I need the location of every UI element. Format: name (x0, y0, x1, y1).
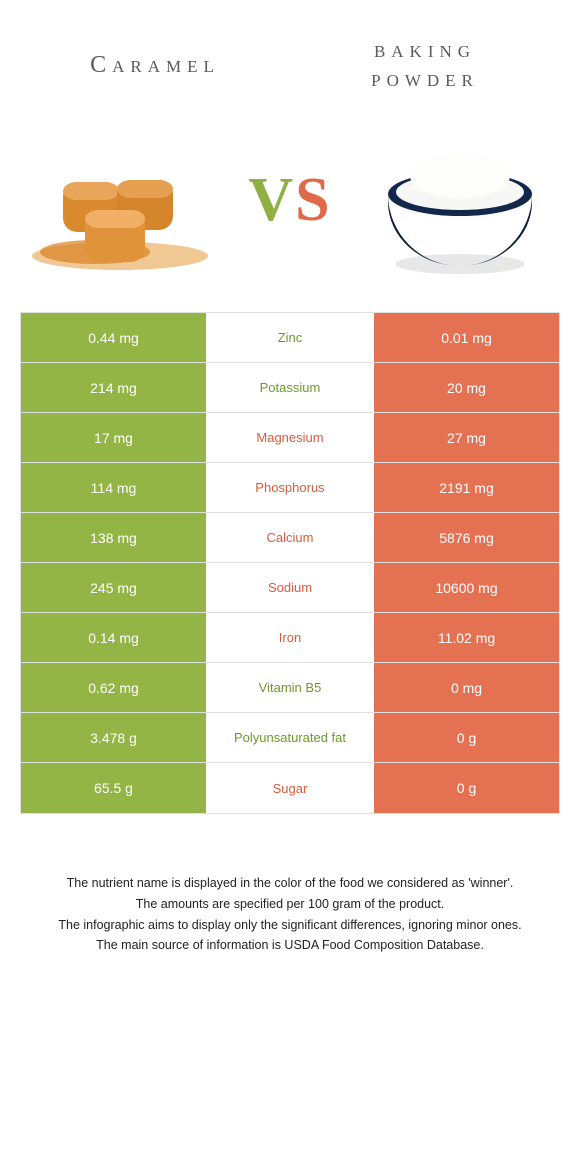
table-row: 214 mgPotassium20 mg (21, 363, 559, 413)
right-value: 0.01 mg (374, 313, 559, 362)
table-row: 245 mgSodium10600 mg (21, 563, 559, 613)
nutrient-name: Potassium (206, 363, 374, 412)
right-value: 5876 mg (374, 513, 559, 562)
footnote-line: The main source of information is USDA F… (24, 936, 556, 955)
caramel-icon (25, 134, 215, 274)
nutrient-name: Iron (206, 613, 374, 662)
left-value: 17 mg (21, 413, 206, 462)
left-value: 245 mg (21, 563, 206, 612)
right-value: 11.02 mg (374, 613, 559, 662)
nutrient-name: Sodium (206, 563, 374, 612)
left-value: 0.62 mg (21, 663, 206, 712)
right-value: 0 g (374, 713, 559, 762)
right-value: 0 mg (374, 663, 559, 712)
nutrient-name: Sugar (206, 763, 374, 813)
table-row: 138 mgCalcium5876 mg (21, 513, 559, 563)
nutrient-name: Polyunsaturated fat (206, 713, 374, 762)
vs-s: S (295, 166, 331, 234)
infographic-container: Caramel baking powder (0, 0, 580, 955)
nutrient-name: Vitamin B5 (206, 663, 374, 712)
titles-row: Caramel baking powder (20, 22, 560, 108)
nutrient-name: Calcium (206, 513, 374, 562)
footnote-line: The infographic aims to display only the… (24, 916, 556, 935)
nutrient-name: Phosphorus (206, 463, 374, 512)
left-value: 3.478 g (21, 713, 206, 762)
title-right: baking powder (371, 36, 479, 94)
left-value: 114 mg (21, 463, 206, 512)
footnote-line: The nutrient name is displayed in the co… (24, 874, 556, 893)
table-row: 114 mgPhosphorus2191 mg (21, 463, 559, 513)
right-value: 2191 mg (374, 463, 559, 512)
left-value: 214 mg (21, 363, 206, 412)
images-row: VS (20, 114, 560, 294)
left-value: 0.14 mg (21, 613, 206, 662)
footnotes: The nutrient name is displayed in the co… (20, 874, 560, 955)
table-row: 3.478 gPolyunsaturated fat0 g (21, 713, 559, 763)
footnote-line: The amounts are specified per 100 gram o… (24, 895, 556, 914)
vs-label: VS (248, 165, 331, 236)
caramel-image-cell (20, 119, 220, 289)
right-value: 0 g (374, 763, 559, 813)
left-value: 138 mg (21, 513, 206, 562)
left-value: 65.5 g (21, 763, 206, 813)
nutrient-name: Zinc (206, 313, 374, 362)
vs-v: V (248, 166, 295, 234)
title-right-line1: baking (374, 37, 476, 63)
title-left-cell: Caramel (20, 22, 290, 108)
title-right-cell: baking powder (290, 22, 560, 108)
table-row: 0.62 mgVitamin B50 mg (21, 663, 559, 713)
comparison-table: 0.44 mgZinc0.01 mg214 mgPotassium20 mg17… (20, 312, 560, 814)
right-value: 20 mg (374, 363, 559, 412)
table-row: 0.14 mgIron11.02 mg (21, 613, 559, 663)
table-row: 17 mgMagnesium27 mg (21, 413, 559, 463)
nutrient-name: Magnesium (206, 413, 374, 462)
table-row: 65.5 gSugar0 g (21, 763, 559, 813)
title-right-line2: powder (371, 66, 479, 92)
title-left: Caramel (90, 51, 220, 80)
powder-image-cell (360, 119, 560, 289)
table-row: 0.44 mgZinc0.01 mg (21, 313, 559, 363)
baking-powder-icon (370, 124, 550, 284)
left-value: 0.44 mg (21, 313, 206, 362)
right-value: 27 mg (374, 413, 559, 462)
right-value: 10600 mg (374, 563, 559, 612)
